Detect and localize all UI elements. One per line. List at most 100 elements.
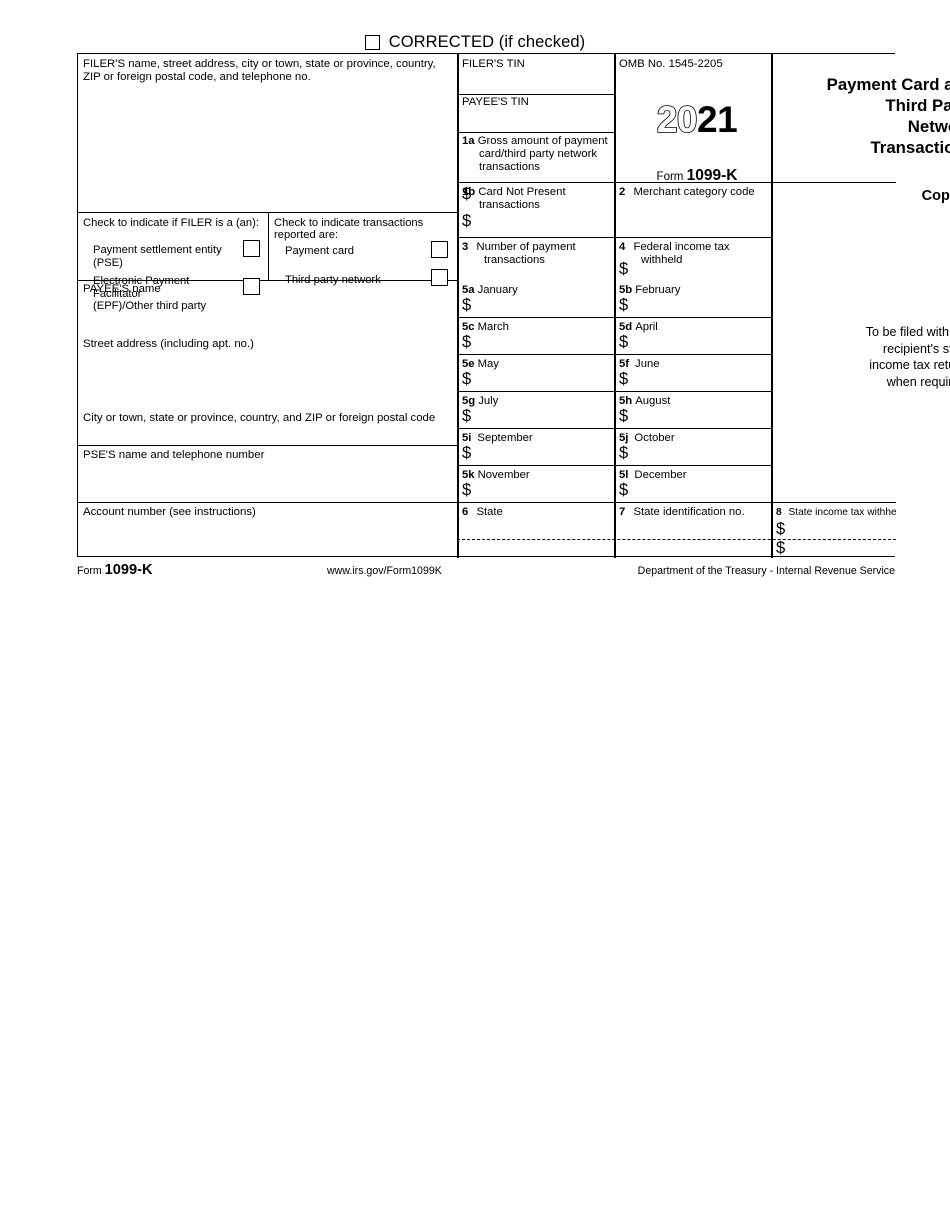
payee-name-block[interactable]: PAYEE'S name (83, 283, 451, 296)
footer-form-word: Form (77, 565, 102, 577)
column-divider-3 (771, 54, 773, 558)
rule-state-row-top (457, 502, 896, 504)
filer-address-label: FILER'S name, street address, city or to… (83, 58, 436, 83)
payee-tin-box[interactable]: PAYEE'S TIN (462, 96, 610, 130)
box-1a[interactable]: 1a Gross amount of payment card/third pa… (457, 132, 614, 212)
filing-note-line3: income tax return, (869, 358, 950, 372)
box-4[interactable]: 4 Federal income tax withheld $ (614, 238, 771, 280)
form-body: FILER'S name, street address, city or to… (77, 53, 950, 558)
footer-url[interactable]: www.irs.gov/Form1099K (327, 565, 442, 577)
filer-type-option-epf-label-line1: Electronic Payment Facilitator (93, 275, 190, 300)
box-5k-label: November (477, 469, 530, 481)
box-1b[interactable]: 1b Card Not Present transactions $ (457, 183, 614, 237)
box-1a-label-line2: card/third party network (479, 148, 598, 160)
box-5k[interactable]: 5k November $ (457, 466, 614, 502)
box-5h-number: 5h (619, 395, 633, 407)
box-5i[interactable]: 5i September $ (457, 429, 614, 465)
box-5i-number: 5i (462, 432, 472, 444)
box-8[interactable]: 8 State income tax withheld $ $ (771, 503, 896, 558)
box-3[interactable]: 3 Number of payment transactions (457, 238, 614, 280)
payee-street-block[interactable]: Street address (including apt. no.) (83, 338, 451, 351)
rule-1a-top (457, 132, 614, 134)
box-3-label-line1: Number of payment (476, 241, 576, 253)
box-5a-label: January (477, 284, 518, 296)
box-1a-currency: $ (462, 185, 472, 203)
transaction-type-heading-line1: Check to indicate transactions (274, 217, 424, 229)
payee-name-label: PAYEE'S name (83, 283, 161, 295)
payee-tin-label: PAYEE'S TIN (462, 96, 529, 108)
box-5l[interactable]: 5l December $ (614, 466, 771, 502)
box-5g[interactable]: 5g July $ (457, 392, 614, 428)
payee-street-label: Street address (including apt. no.) (83, 338, 254, 350)
box-2[interactable]: 2 Merchant category code (614, 183, 771, 237)
box-5g-number: 5g (462, 395, 476, 407)
box-5i-currency: $ (462, 444, 472, 462)
box-1b-label-line2: transactions (479, 199, 540, 211)
box-3-label-line2: transactions (484, 254, 545, 266)
rule-below-header-band (457, 182, 896, 184)
box-5h[interactable]: 5h August $ (614, 392, 771, 428)
box-6[interactable]: 6 State (457, 503, 614, 558)
footer-form-id: Form 1099-K (77, 562, 153, 578)
filer-type-option-pse-checkbox[interactable] (243, 240, 260, 258)
corrected-checkbox[interactable] (364, 35, 380, 50)
box-5d[interactable]: 5d April $ (614, 318, 771, 354)
pse-name-phone-label: PSE'S name and telephone number (83, 449, 265, 461)
box-5a-currency: $ (462, 296, 472, 314)
box-5j-number: 5j (619, 432, 629, 444)
filer-address-block[interactable]: FILER'S name, street address, city or to… (83, 58, 451, 84)
box-5h-label: August (635, 395, 671, 407)
left-rule-checkbox-top (78, 212, 457, 214)
form-title-line2: Third Party (885, 96, 950, 115)
footer-agency: Department of the Treasury - Internal Re… (637, 565, 895, 577)
corrected-header: CORRECTED (if checked) (0, 33, 950, 52)
box-5k-currency: $ (462, 481, 472, 499)
box-5b[interactable]: 5b February $ (614, 281, 771, 317)
omb-label: OMB No. 1545-2205 (619, 58, 723, 70)
box-5c[interactable]: 5c March $ (457, 318, 614, 354)
account-number-block[interactable]: Account number (see instructions) (83, 506, 451, 519)
transaction-type-option-card-checkbox[interactable] (431, 240, 448, 258)
pse-name-phone-block[interactable]: PSE'S name and telephone number (83, 449, 451, 462)
box-2-number: 2 (619, 186, 626, 198)
account-number-label: Account number (see instructions) (83, 506, 256, 518)
column-divider-2 (614, 54, 616, 558)
box-5d-number: 5d (619, 321, 633, 333)
rule-month-row-1 (457, 317, 771, 319)
box-8-currency-row2: $ (776, 539, 786, 557)
box-1a-label-line3: transactions (479, 161, 540, 173)
footer-form-number: 1099-K (104, 562, 153, 578)
form-title-line4: Transactions (870, 138, 950, 157)
box-5k-number: 5k (462, 469, 475, 481)
box-6-number: 6 (462, 506, 469, 518)
form-footer: Form 1099-K www.irs.gov/Form1099K Depart… (77, 561, 895, 581)
filing-instruction-note: To be filed with the recipient's state i… (776, 324, 950, 390)
filer-type-checkgroup: Check to indicate if FILER is a (an): Pa… (83, 213, 266, 312)
corrected-label: CORRECTED (if checked) (388, 33, 586, 51)
filer-type-option-epf-checkbox[interactable] (243, 278, 260, 296)
tax-year-suffix: 21 (697, 99, 738, 140)
transaction-type-option-network-checkbox[interactable] (431, 269, 448, 287)
filer-type-heading: Check to indicate if FILER is a (an): (83, 217, 259, 229)
payee-city-block[interactable]: City or town, state or province, country… (83, 412, 451, 425)
checkbox-region: Check to indicate if FILER is a (an): Pa… (78, 213, 457, 312)
box-5l-currency: $ (619, 481, 629, 499)
box-5b-number: 5b (619, 284, 633, 296)
box-5g-label: July (478, 395, 499, 407)
form-title: Payment Card and Third Party Network Tra… (778, 74, 950, 158)
box-5a[interactable]: 5a January $ (457, 281, 614, 317)
rule-payee-tin-top (457, 94, 614, 96)
box-5j[interactable]: 5j October $ (614, 429, 771, 465)
box-7[interactable]: 7 State identification no. (614, 503, 771, 558)
box-5e[interactable]: 5e May $ (457, 355, 614, 391)
form-number: 1099-K (686, 167, 738, 184)
box-4-label-line2: withheld (641, 254, 683, 266)
box-5f[interactable]: 5f June $ (614, 355, 771, 391)
state-row-dashed-divider (457, 539, 896, 540)
box-5a-number: 5a (462, 284, 475, 296)
copy-label: Copy 2 (921, 188, 950, 204)
filer-tin-box[interactable]: FILER'S TIN (462, 58, 610, 92)
checkbox-region-divider (268, 213, 270, 280)
form-title-line1: Payment Card and (826, 75, 950, 94)
